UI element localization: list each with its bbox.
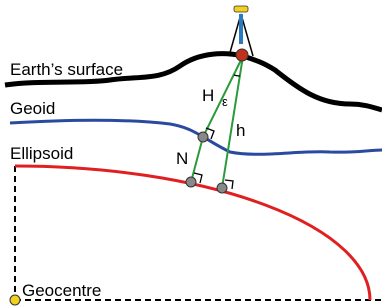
point [198,132,208,142]
surface-label: Earth’s surface [10,60,123,79]
epsilon-label: ε [222,94,228,109]
point [217,183,227,193]
H-label: H [202,86,214,105]
geoid-label: Geoid [10,99,55,118]
diagram: Earth’s surface Geoid Ellipsoid H ε h N … [0,0,382,307]
tripod [229,6,253,56]
h-label: h [236,121,245,140]
geocentre-label: Geocentre [22,281,101,300]
station-point [236,49,248,61]
N-label: N [176,149,188,168]
ellipsoid-label: Ellipsoid [10,144,73,163]
geocentre-point [10,295,20,305]
point [186,177,196,187]
